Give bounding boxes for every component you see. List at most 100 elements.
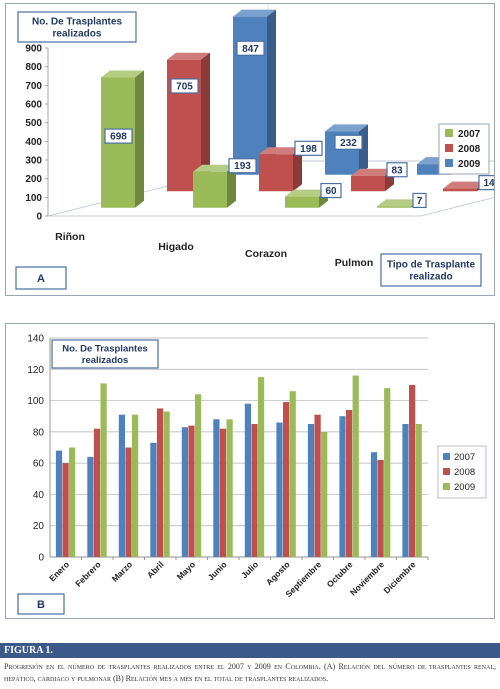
- svg-text:B: B: [37, 599, 45, 611]
- bar-2008-Higado: [259, 147, 302, 192]
- legend-label-2009: 2009: [458, 159, 481, 170]
- bar-2007-Julio: [244, 403, 251, 557]
- bar-2007-Marzo: [118, 414, 125, 557]
- bar-2008-Marzo: [125, 447, 132, 557]
- bar-2009-Julio: [258, 377, 265, 557]
- month-label: Enero: [47, 559, 71, 583]
- month-label: Diciembre: [382, 559, 418, 595]
- month-label: Febrero: [73, 559, 102, 588]
- y-tick-label: 900: [25, 44, 42, 55]
- legend-swatch-2009: [445, 159, 453, 167]
- data-label-2009-Riñon: 847: [236, 40, 265, 56]
- y-tick-label: 400: [25, 137, 42, 148]
- month-label: Noviembre: [348, 559, 386, 597]
- y-tick-label: 800: [25, 62, 42, 73]
- bar-2009-Febrero: [100, 383, 107, 557]
- bar-2009-Octubre: [352, 375, 359, 557]
- bar-2009-Enero: [69, 447, 76, 557]
- data-label-2008-Riñon: 705: [170, 78, 199, 94]
- legend-label-2008: 2008: [454, 467, 475, 478]
- bar-2009-Diciembre: [415, 424, 422, 557]
- y-tick-label: 100: [25, 193, 42, 204]
- bar-2008-Mayo: [188, 425, 195, 557]
- bar-2007-Corazon: [285, 189, 328, 208]
- data-label-2008-Higado: 198: [294, 140, 323, 156]
- category-label: Corazon: [245, 248, 287, 260]
- bar-2007-Octubre: [339, 416, 346, 557]
- svg-text:83: 83: [391, 165, 403, 176]
- bar-2008-Agosto: [283, 402, 290, 557]
- data-label-2007-Pulmon: 7: [412, 192, 427, 209]
- y-tick-label: 100: [27, 396, 44, 407]
- bar-2009-Riñon: [233, 9, 276, 175]
- month-label: Mayo: [175, 559, 197, 581]
- svg-text:705: 705: [176, 81, 193, 92]
- month-label: Julio: [239, 559, 260, 580]
- svg-text:Tipo de Trasplante: Tipo de Trasplante: [387, 260, 476, 271]
- month-label: Abril: [145, 559, 166, 580]
- bar-2008-Septiembre: [314, 414, 321, 557]
- chart-a-panel: 9008007006005004003002001000847232575705…: [5, 0, 500, 296]
- category-label: Pulmon: [335, 257, 374, 269]
- svg-text:A: A: [37, 273, 45, 285]
- svg-text:193: 193: [234, 161, 251, 172]
- svg-text:realizados: realizados: [82, 355, 128, 366]
- data-label-2007-Corazon: 60: [320, 182, 342, 199]
- y-tick-label: 140: [27, 334, 44, 345]
- bar-2007-Enero: [55, 450, 63, 557]
- svg-text:232: 232: [340, 138, 357, 149]
- bar-2009-Mayo: [195, 394, 202, 557]
- month-label: Marzo: [110, 559, 134, 583]
- bar-2007-Septiembre: [307, 424, 315, 557]
- bar-2009-Septiembre: [321, 431, 328, 557]
- svg-text:No. De Trasplantes: No. De Trasplantes: [32, 17, 122, 28]
- y-tick-label: 60: [33, 459, 45, 470]
- svg-text:60: 60: [325, 186, 337, 197]
- data-label-2007-Riñon: 698: [104, 128, 133, 144]
- bar-2009-Noviembre: [384, 388, 391, 557]
- legend-swatch-2007: [443, 453, 450, 460]
- svg-text:698: 698: [110, 132, 127, 143]
- bar-2007-Febrero: [87, 456, 94, 557]
- bar-2008-Diciembre: [409, 384, 416, 557]
- bar-2007-Junio: [213, 419, 220, 557]
- svg-text:847: 847: [242, 44, 259, 55]
- y-tick-label: 80: [33, 427, 45, 438]
- y-tick-label: 0: [38, 553, 44, 564]
- y-tick-label: 300: [25, 156, 42, 167]
- legend-swatch-2008: [445, 144, 453, 152]
- data-label-2008-Corazon: 83: [386, 162, 408, 178]
- category-label: Higado: [158, 241, 194, 253]
- legend-swatch-2008: [443, 468, 450, 475]
- month-label: Junio: [206, 559, 229, 582]
- bar-2008-Abril: [156, 408, 164, 557]
- chart-b-legend: 2007 2008 2009: [437, 445, 487, 499]
- chart-b-panel-label: B: [17, 593, 65, 615]
- bar-2007-Abril: [150, 442, 157, 557]
- legend-label-2007: 2007: [454, 452, 475, 463]
- svg-text:realizados: realizados: [53, 29, 102, 40]
- svg-text:realizado: realizado: [409, 272, 452, 283]
- bar-2007-Noviembre: [370, 452, 378, 557]
- legend-label-2007: 2007: [458, 129, 481, 140]
- svg-text:198: 198: [300, 144, 317, 155]
- data-label-2007-Higado: 193: [228, 158, 257, 174]
- bar-2008-Febrero: [93, 428, 101, 557]
- y-tick-label: 0: [36, 212, 42, 223]
- bar-2007-Agosto: [276, 422, 283, 557]
- y-tick-label: 120: [27, 365, 44, 376]
- chart-a-panel-label: A: [15, 266, 67, 290]
- svg-text:No. De Trasplantes: No. De Trasplantes: [62, 344, 148, 355]
- bar-2009-Agosto: [289, 391, 296, 557]
- y-tick-label: 20: [33, 521, 45, 532]
- figure-caption: Progresión en el número de trasplantes r…: [4, 662, 496, 683]
- legend-swatch-2007: [445, 129, 453, 137]
- chart-b-panel: 140 120 100 80 60 40 20 0 Enero Febrero Marzo Abril…: [5, 323, 495, 619]
- data-label-2009-Higado: 232: [334, 134, 363, 150]
- y-tick-label: 700: [25, 81, 42, 92]
- y-tick-label: 500: [25, 118, 42, 129]
- month-label: Agosto: [264, 559, 292, 587]
